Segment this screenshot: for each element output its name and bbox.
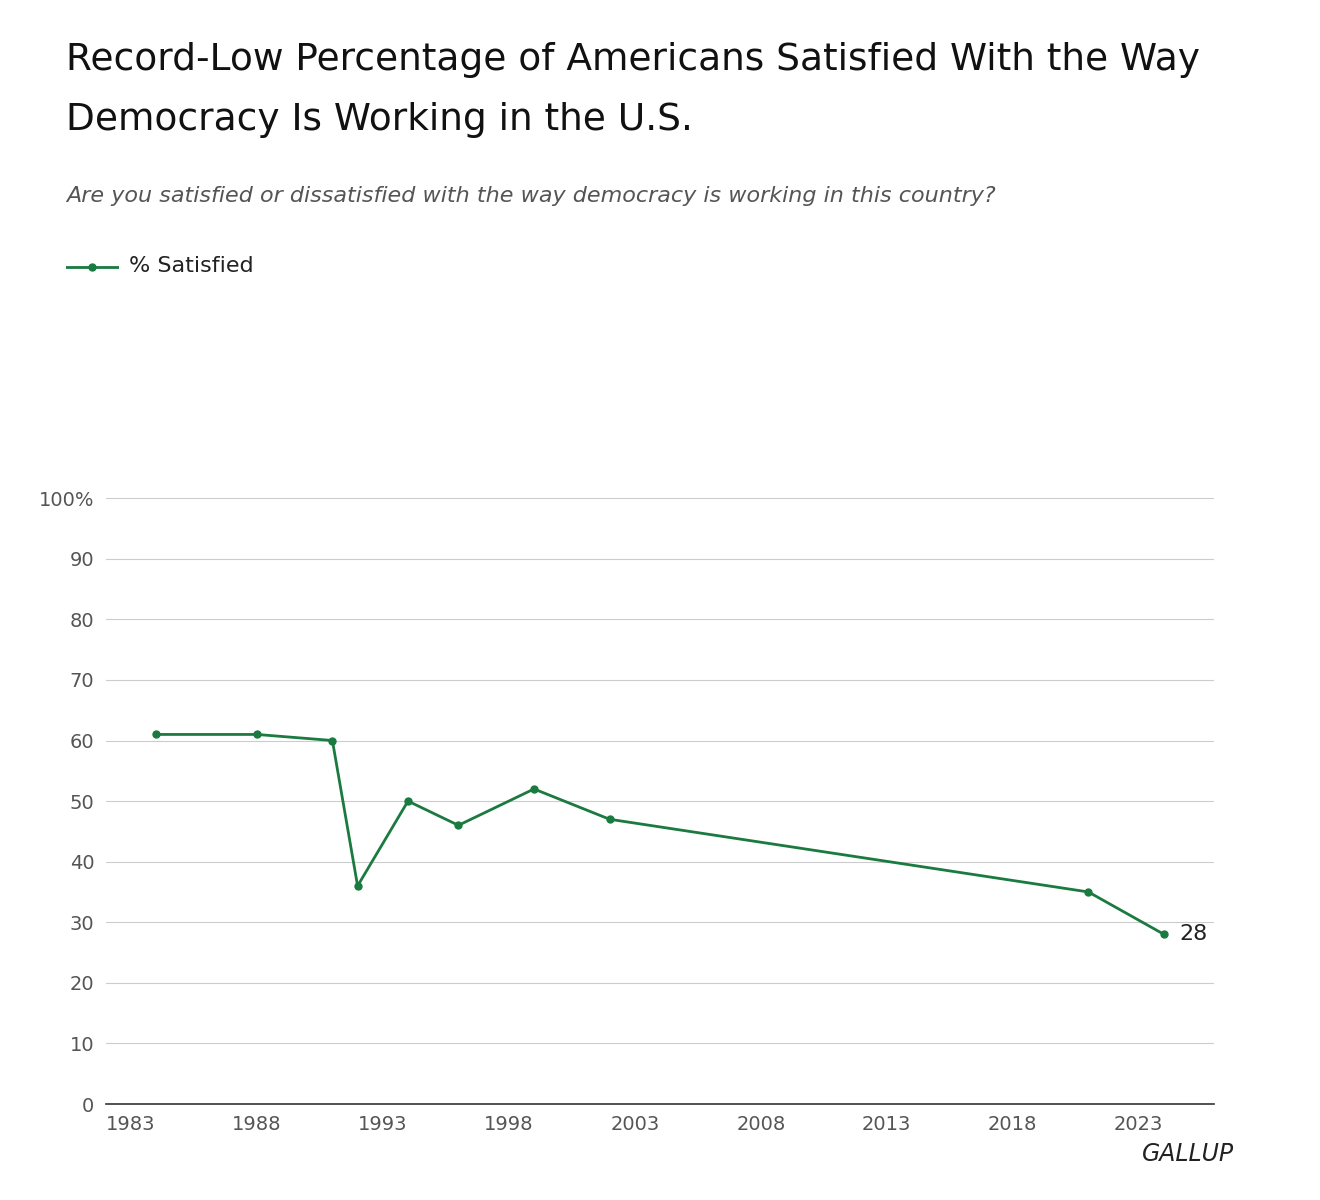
Text: % Satisfied: % Satisfied [129, 257, 253, 276]
Text: GALLUP: GALLUP [1142, 1142, 1234, 1166]
Text: Are you satisfied or dissatisfied with the way democracy is working in this coun: Are you satisfied or dissatisfied with t… [66, 186, 995, 206]
Text: 28: 28 [1179, 924, 1208, 944]
Text: Record-Low Percentage of Americans Satisfied With the Way: Record-Low Percentage of Americans Satis… [66, 42, 1200, 78]
Text: Democracy Is Working in the U.S.: Democracy Is Working in the U.S. [66, 102, 693, 138]
